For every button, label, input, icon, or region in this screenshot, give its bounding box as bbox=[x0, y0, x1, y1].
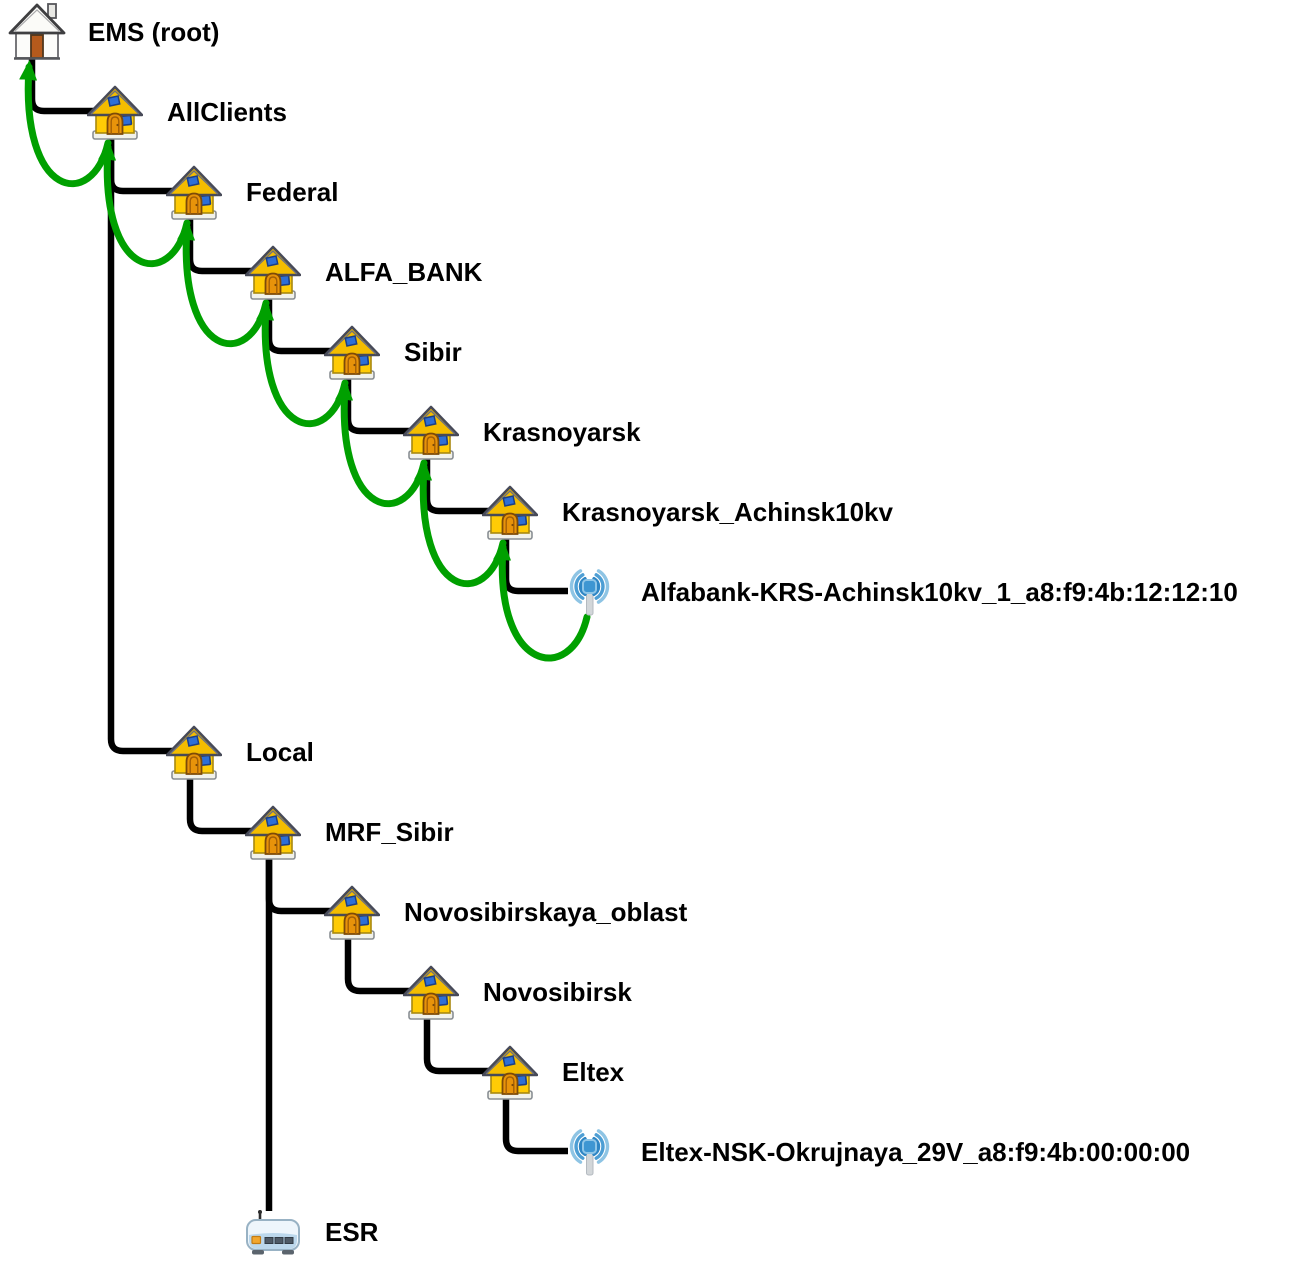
home-icon[interactable] bbox=[87, 85, 143, 141]
tree-connector bbox=[186, 217, 252, 275]
node-label[interactable]: Eltex-NSK-Okrujnaya_29V_a8:f9:4b:00:00:0… bbox=[641, 1137, 1191, 1167]
home-icon[interactable] bbox=[403, 405, 459, 461]
parent-link-arrow bbox=[256, 300, 349, 428]
tree-connector bbox=[265, 297, 331, 355]
home-icon[interactable] bbox=[324, 885, 380, 941]
parent-link-arrow bbox=[493, 540, 591, 662]
parent-link-arrow bbox=[98, 140, 191, 268]
home-root-icon[interactable] bbox=[8, 3, 66, 63]
antenna-icon[interactable] bbox=[561, 1125, 617, 1181]
node-label[interactable]: Alfabank-KRS-Achinsk10kv_1_a8:f9:4b:12:1… bbox=[641, 577, 1238, 607]
parent-link-arrow bbox=[335, 380, 428, 508]
node-label[interactable]: AllClients bbox=[167, 97, 287, 127]
node-label[interactable]: Local bbox=[246, 737, 314, 767]
home-icon[interactable] bbox=[166, 165, 222, 221]
parent-link-arrow bbox=[414, 460, 507, 588]
node-label[interactable]: Federal bbox=[246, 177, 339, 207]
parent-link-arrow bbox=[19, 60, 112, 188]
node-label[interactable]: Sibir bbox=[404, 337, 462, 367]
node-label[interactable]: ALFA_BANK bbox=[325, 257, 483, 287]
router-icon[interactable] bbox=[245, 1209, 301, 1255]
node-label[interactable]: Krasnoyarsk_Achinsk10kv bbox=[562, 497, 893, 527]
tree-connector bbox=[502, 1097, 568, 1155]
node-label[interactable]: MRF_Sibir bbox=[325, 817, 454, 847]
tree-connector bbox=[423, 457, 489, 515]
home-icon[interactable] bbox=[324, 325, 380, 381]
parent-link-arrow bbox=[177, 220, 270, 348]
tree-connector bbox=[28, 57, 94, 115]
tree-connector bbox=[186, 777, 252, 835]
home-icon[interactable] bbox=[482, 1045, 538, 1101]
home-icon[interactable] bbox=[403, 965, 459, 1021]
tree-connector bbox=[344, 937, 410, 995]
tree-connector bbox=[423, 1017, 489, 1075]
tree-connector bbox=[344, 377, 410, 435]
home-icon[interactable] bbox=[482, 485, 538, 541]
home-icon[interactable] bbox=[166, 725, 222, 781]
home-icon[interactable] bbox=[245, 245, 301, 301]
tree-connector bbox=[107, 137, 173, 755]
node-label[interactable]: Novosibirsk bbox=[483, 977, 632, 1007]
antenna-icon[interactable] bbox=[561, 565, 617, 621]
home-icon[interactable] bbox=[245, 805, 301, 861]
node-label[interactable]: Eltex bbox=[562, 1057, 625, 1087]
node-label[interactable]: Novosibirskaya_oblast bbox=[404, 897, 688, 927]
node-label[interactable]: EMS (root) bbox=[88, 17, 220, 47]
node-label[interactable]: ESR bbox=[325, 1217, 379, 1247]
node-label[interactable]: Krasnoyarsk bbox=[483, 417, 641, 447]
